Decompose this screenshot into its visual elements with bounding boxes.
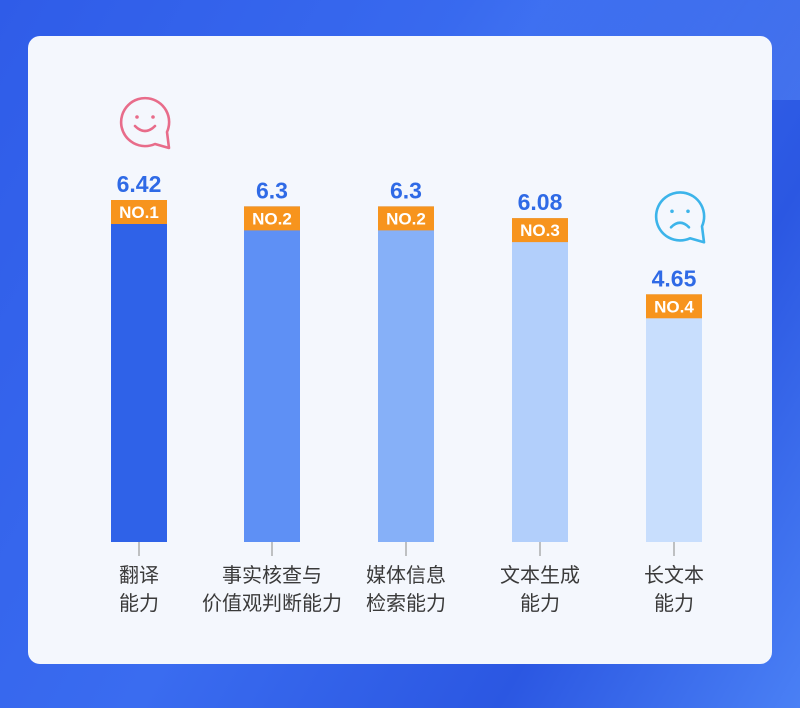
x-tick-label: 长文本 — [644, 564, 704, 587]
eye — [670, 209, 674, 214]
data-label: 4.65 — [652, 265, 697, 291]
bar[interactable] — [111, 200, 167, 542]
chart-card: NO.1 6.42 翻译能力 NO.2 6.3 事实核查与价值观判断能力 NO.2 6.3 媒体… — [28, 36, 772, 664]
bar[interactable] — [378, 206, 434, 542]
x-tick-label: 检索能力 — [366, 592, 446, 615]
x-tick-label: 媒体信息 — [366, 564, 446, 587]
bubble-outline — [119, 96, 171, 150]
x-tick-label: 翻译 — [119, 564, 159, 587]
rank-label: NO.3 — [520, 221, 560, 240]
x-tick-label: 能力 — [654, 592, 694, 615]
rank-badge — [244, 206, 300, 231]
sad-face-icon — [654, 191, 706, 244]
mouth — [133, 124, 157, 133]
eye — [686, 209, 690, 214]
rank-badge — [378, 206, 434, 231]
rank-label: NO.4 — [654, 297, 694, 316]
smile-face-icon — [119, 96, 171, 150]
x-tick-label: 能力 — [520, 592, 560, 615]
bar[interactable] — [512, 218, 568, 542]
bar[interactable] — [646, 294, 702, 542]
bubble-outline — [654, 191, 706, 244]
rank-badge — [646, 294, 702, 319]
rank-label: NO.2 — [252, 209, 292, 228]
data-label: 6.3 — [390, 177, 422, 203]
eye — [151, 115, 155, 119]
rank-label: NO.1 — [119, 203, 159, 222]
mouth — [669, 221, 691, 229]
x-tick-label: 事实核查与 — [222, 564, 322, 587]
data-label: 6.42 — [117, 171, 162, 197]
x-tick-label: 能力 — [119, 592, 159, 615]
rank-label: NO.2 — [386, 209, 426, 228]
data-label: 6.08 — [518, 189, 563, 215]
eye — [135, 115, 139, 119]
x-tick-label: 价值观判断能力 — [202, 592, 342, 615]
x-tick-label: 文本生成 — [500, 564, 580, 587]
data-label: 6.3 — [256, 177, 288, 203]
rank-badge — [512, 218, 568, 243]
rank-badge — [111, 200, 167, 224]
bar[interactable] — [244, 206, 300, 542]
